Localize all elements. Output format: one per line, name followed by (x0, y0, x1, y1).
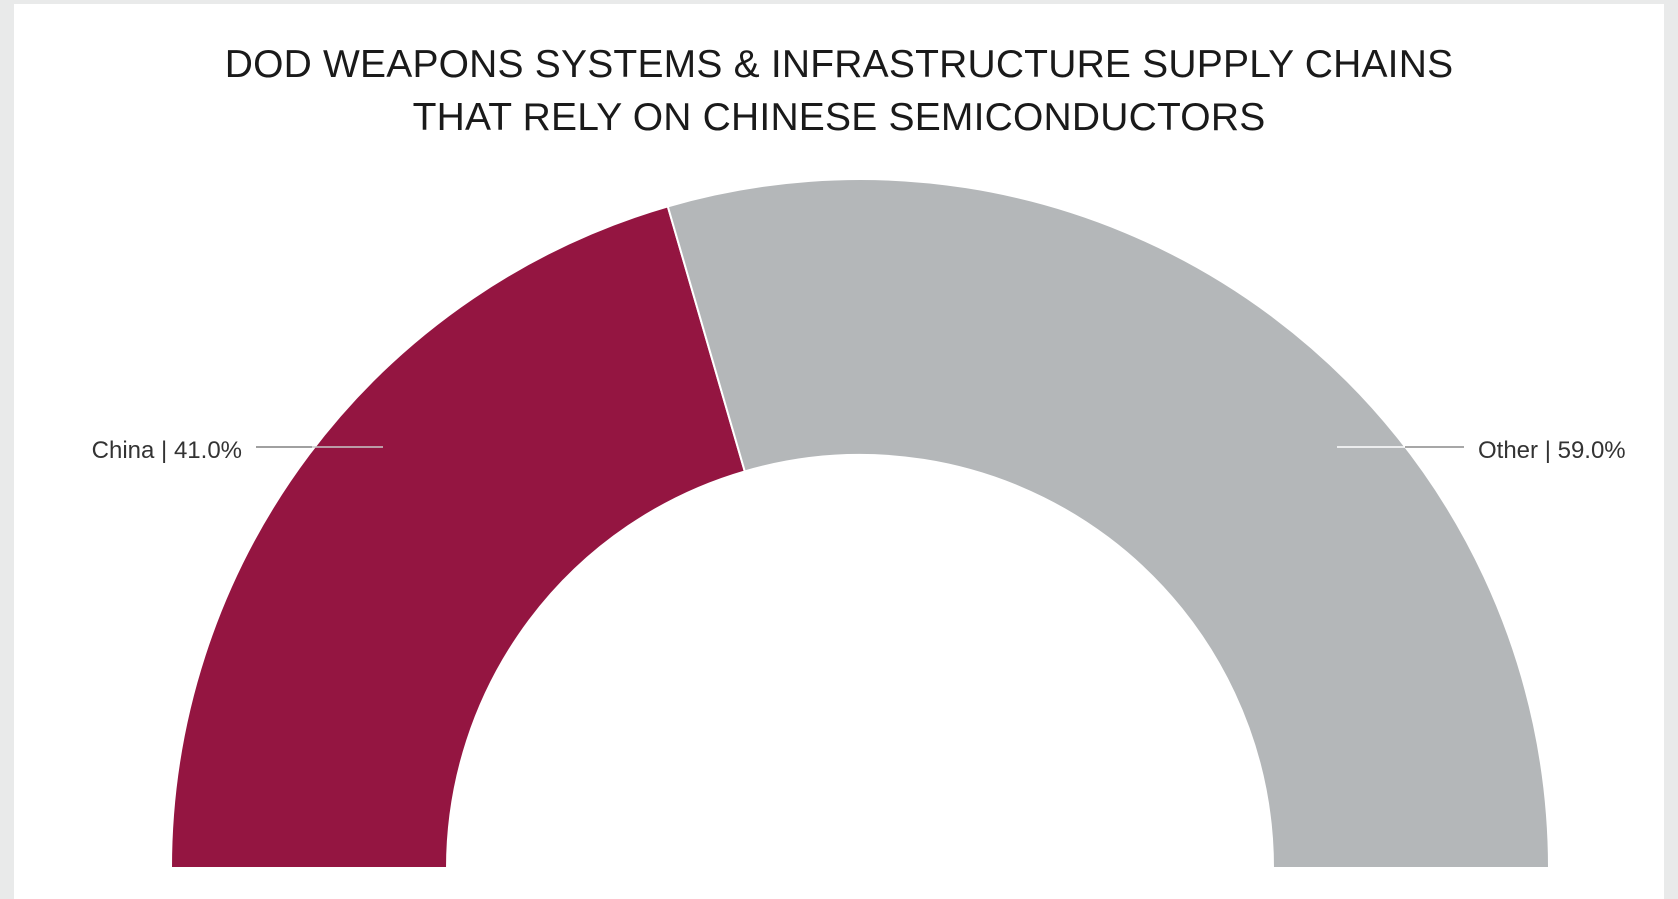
slice-label-china: China | 41.0% (92, 437, 242, 464)
slice-china (171, 206, 745, 868)
slice-label-other: Other | 59.0% (1478, 437, 1626, 464)
slice-other (668, 179, 1549, 868)
